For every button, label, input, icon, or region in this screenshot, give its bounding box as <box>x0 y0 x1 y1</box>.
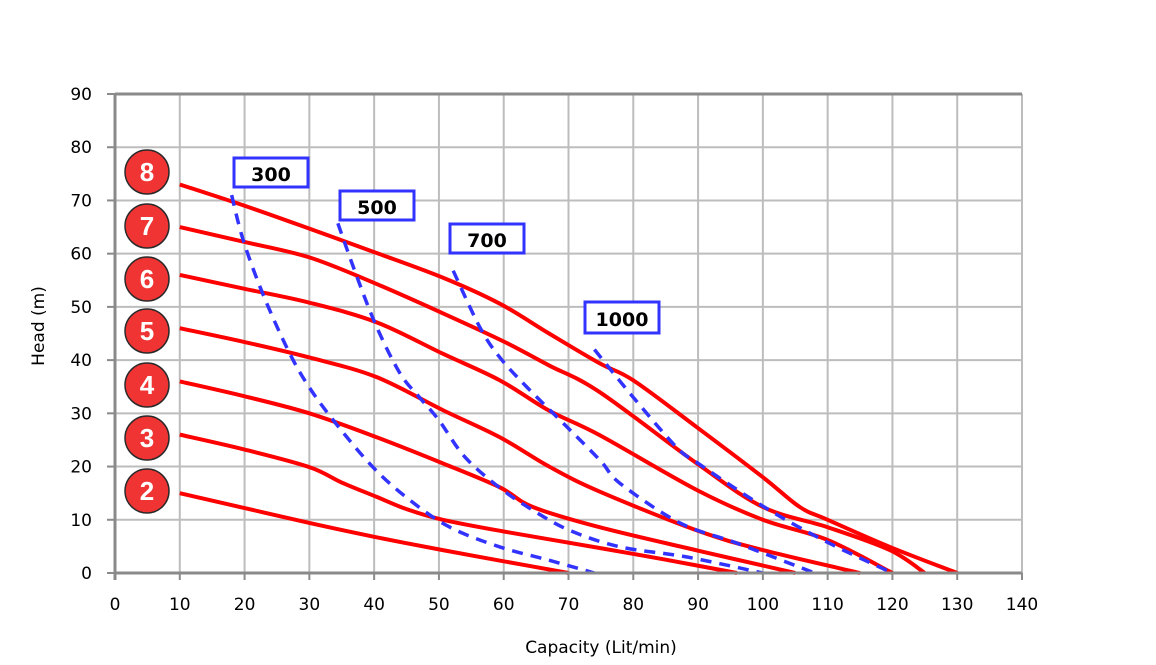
x-tick-label: 40 <box>363 595 385 615</box>
badge-circle <box>124 256 170 302</box>
y-tick-label: 70 <box>70 191 92 211</box>
curve-badge-8: 8 <box>124 149 170 195</box>
x-tick-label: 70 <box>558 595 580 615</box>
badge-circle <box>124 149 170 195</box>
air-label-text: 700 <box>467 230 507 252</box>
x-tick-label: 120 <box>876 595 908 615</box>
curve-badge-2: 2 <box>124 468 170 514</box>
y-tick-label: 60 <box>70 245 92 265</box>
axes: 0 10 20 30 40 50 60 70 80 90 100 110 120 130 140 0 10 20 3… <box>70 85 1038 615</box>
badge-label: 2 <box>140 476 154 506</box>
pressure-curve-6 <box>179 273 894 575</box>
air-label-text: 300 <box>251 164 291 186</box>
x-axis-label: Capacity (Lit/min) <box>525 638 677 658</box>
grid <box>115 94 1023 573</box>
y-tick-label: 20 <box>70 458 92 478</box>
badge-label: 4 <box>140 370 155 400</box>
air-label-text: 1000 <box>596 309 649 331</box>
y-tick-label: 80 <box>70 138 92 158</box>
badge-label: 3 <box>140 423 154 453</box>
x-tick-label: 110 <box>811 595 843 615</box>
x-tick-label: 50 <box>428 595 450 615</box>
y-axis-label: Head (m) <box>29 286 49 366</box>
curve-badge-3: 3 <box>124 415 170 461</box>
curve-badge-7: 7 <box>124 203 170 249</box>
x-tick-label: 20 <box>234 595 256 615</box>
y-tick-label: 90 <box>70 85 92 105</box>
air-label-300: 300 <box>232 156 310 189</box>
air-curve-500 <box>336 222 764 575</box>
pressure-curve-2 <box>179 491 569 575</box>
curve-badges: 8 7 6 5 4 3 2 <box>124 149 170 514</box>
x-tick-label: 60 <box>493 595 515 615</box>
pressure-curve-7 <box>179 225 926 575</box>
air-curve-1000 <box>593 348 894 575</box>
pressure-curve-3 <box>179 432 738 575</box>
badge-circle <box>124 362 170 408</box>
x-tick-label: 130 <box>941 595 973 615</box>
curve-badge-4: 4 <box>124 362 170 408</box>
y-tick-label: 10 <box>70 511 92 531</box>
curve-badge-6: 6 <box>124 256 170 302</box>
badge-circle <box>124 203 170 249</box>
y-tick-label: 40 <box>70 351 92 371</box>
air-label-700: 700 <box>448 222 526 255</box>
air-curve-700 <box>451 269 816 575</box>
pressure-curve-5 <box>179 326 861 575</box>
badge-label: 8 <box>140 157 154 187</box>
air-label-1000: 1000 <box>583 300 661 335</box>
x-tick-label: 100 <box>747 595 779 615</box>
badge-label: 7 <box>140 211 154 241</box>
curves <box>179 182 958 575</box>
y-tick-label: 50 <box>70 298 92 318</box>
air-label-text: 500 <box>357 197 397 219</box>
x-tick-label: 30 <box>299 595 321 615</box>
pressure-curve-4 <box>179 379 796 575</box>
air-curve-300 <box>229 194 595 575</box>
x-tick-label: 140 <box>1006 595 1038 615</box>
y-tick-label: 30 <box>70 404 92 424</box>
x-tick-label: 90 <box>687 595 709 615</box>
x-tick-label: 10 <box>169 595 191 615</box>
badge-label: 5 <box>140 316 154 346</box>
badge-circle <box>124 415 170 461</box>
curve-badge-5: 5 <box>124 308 170 354</box>
y-tick-label: 0 <box>81 564 92 584</box>
pressure-curve-8 <box>179 182 958 575</box>
air-label-500: 500 <box>338 189 416 222</box>
x-tick-label: 80 <box>622 595 644 615</box>
badge-circle <box>124 308 170 354</box>
x-tick-label: 0 <box>110 595 121 615</box>
badge-circle <box>124 468 170 514</box>
badge-label: 6 <box>140 264 154 294</box>
